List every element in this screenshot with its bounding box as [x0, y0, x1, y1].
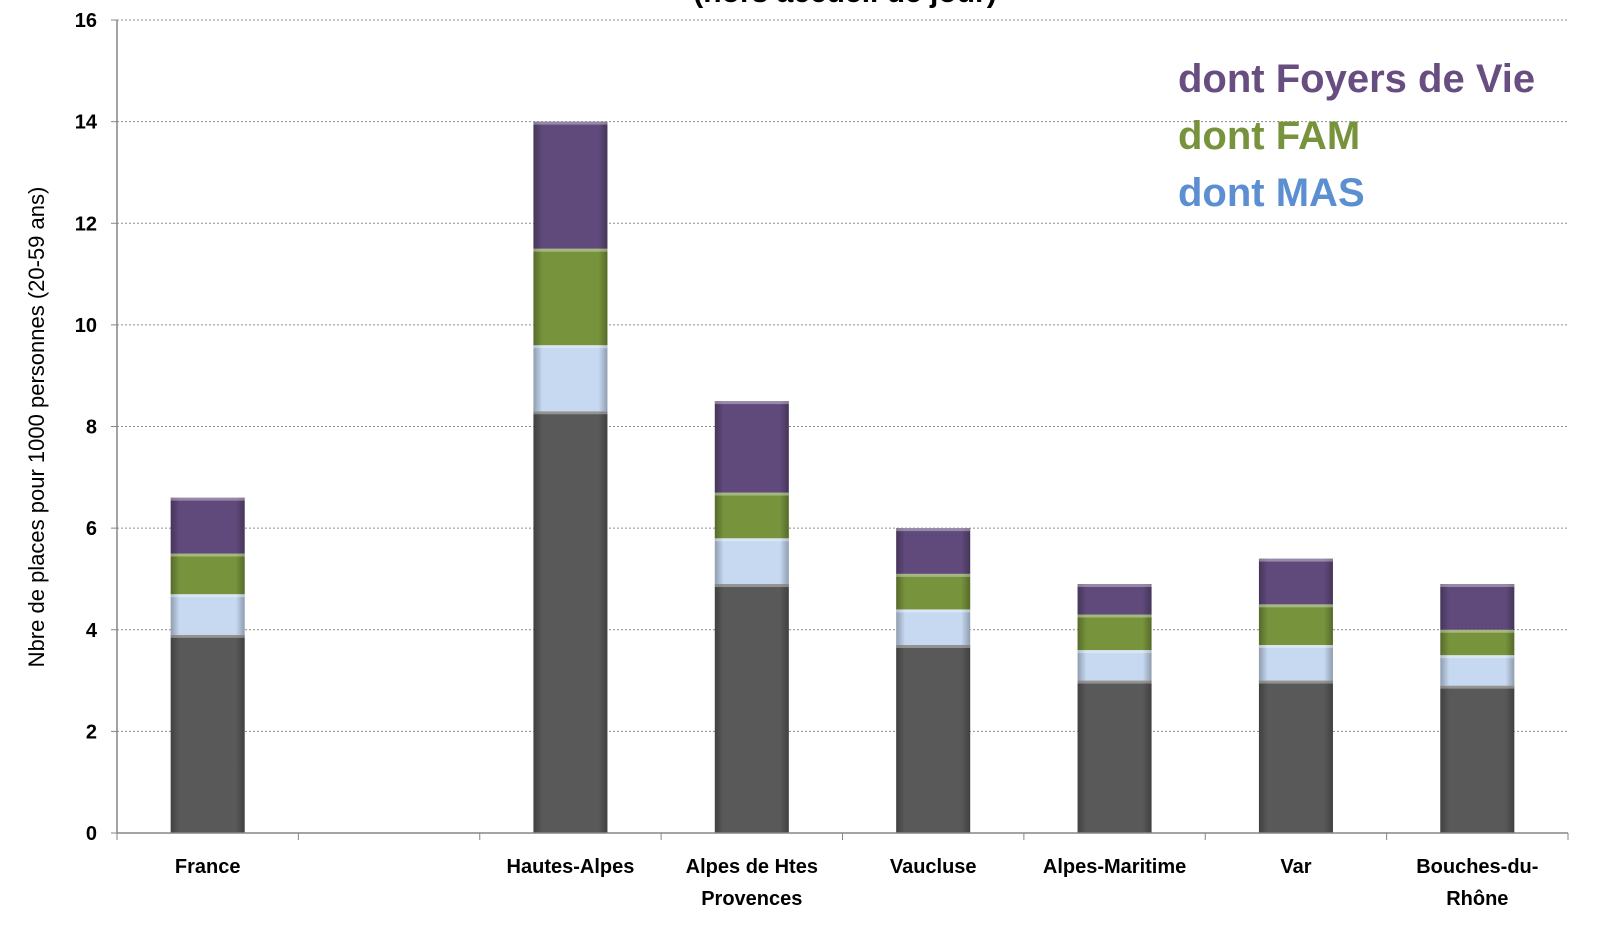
- bar-segment-shade: [714, 492, 789, 539]
- bar-segment-bevel: [1077, 614, 1152, 618]
- bar-segment-bevel: [714, 492, 789, 496]
- bar-segment-bevel: [1077, 584, 1152, 588]
- bar-segment-shade: [896, 528, 971, 574]
- y-tick-label: 6: [86, 518, 97, 540]
- bar-segment-bevel: [533, 411, 608, 415]
- bar-segment-bevel: [170, 497, 245, 501]
- bar-segment-bevel: [533, 121, 608, 125]
- bar-segment-shade: [896, 573, 971, 610]
- bar-segment-bevel: [170, 553, 245, 557]
- legend-entry: dont FAM: [1178, 114, 1360, 158]
- bar-segment-shade: [1440, 584, 1515, 630]
- bar-segment-shade: [533, 121, 608, 249]
- x-axis-labels: France Hautes-Alpes Alpes de Htes Provences…: [175, 856, 1539, 910]
- bar-segment-shade: [1077, 614, 1152, 651]
- bar-segment-shade: [714, 584, 789, 833]
- bar-segment-bevel: [1077, 650, 1152, 654]
- bar-segment-bevel: [533, 248, 608, 252]
- bar-segment-bevel: [1258, 680, 1333, 684]
- bar-segment-shade: [1258, 604, 1333, 645]
- bar-segment-bevel: [714, 401, 789, 405]
- legend-entry: dont MAS: [1178, 171, 1365, 215]
- x-category-label: Hautes-Alpes: [507, 856, 635, 878]
- bar-segment-bevel: [1258, 558, 1333, 562]
- bar-segment-shade: [1077, 584, 1152, 615]
- bar-segment-shade: [1258, 558, 1333, 605]
- legend: dont Foyers de Vie dont FAM dont MAS: [1178, 57, 1535, 215]
- bar-segment-shade: [714, 538, 789, 585]
- x-category-label: France: [175, 856, 241, 878]
- gridlines: [117, 19, 1568, 732]
- bar-segment-bevel: [714, 538, 789, 542]
- bar-segment-shade: [1077, 650, 1152, 681]
- bar-segment-bevel: [1440, 685, 1515, 689]
- x-category-label: Alpes-Maritime: [1043, 856, 1186, 878]
- bar-segment-bevel: [170, 634, 245, 638]
- bar-segment-bevel: [1440, 629, 1515, 633]
- x-category-label: Bouches-du-: [1416, 856, 1538, 878]
- y-tick-label: 4: [86, 620, 98, 642]
- bar-segment-shade: [1440, 685, 1515, 833]
- y-axis-label: Nbre de places pour 1000 personnes (20-5…: [24, 187, 49, 668]
- bar-segment-bevel: [1258, 604, 1333, 608]
- bar-segment-bevel: [170, 594, 245, 598]
- bar-segment-shade: [1440, 655, 1515, 686]
- bar-segment-bevel: [533, 345, 608, 349]
- y-axis-ticks: 0 2 4 6 8 10 12 14 16: [75, 10, 117, 845]
- bar-segment-shade: [1258, 644, 1333, 681]
- x-category-label: Var: [1280, 856, 1311, 878]
- bar-segment-shade: [533, 411, 608, 833]
- bar-segment-bevel: [896, 644, 971, 648]
- y-tick-label: 12: [75, 213, 97, 235]
- bar-segment-bevel: [1440, 584, 1515, 588]
- axes: [116, 20, 1569, 840]
- legend-entry: dont Foyers de Vie: [1178, 57, 1535, 101]
- bar-segment-bevel: [896, 609, 971, 613]
- bar-segment-shade: [533, 248, 608, 346]
- bar-segment-shade: [170, 594, 245, 635]
- y-tick-label: 8: [86, 417, 97, 439]
- y-tick-label: 0: [86, 823, 97, 845]
- bar-segment-shade: [1440, 629, 1515, 656]
- bar-segment-bevel: [1258, 644, 1333, 648]
- bar-segment-shade: [170, 634, 245, 833]
- bar-segment-shade: [896, 609, 971, 645]
- bar-segment-shade: [714, 401, 789, 493]
- y-tick-label: 14: [75, 112, 98, 134]
- y-tick-label: 2: [86, 721, 97, 743]
- bar-segment-bevel: [1077, 680, 1152, 684]
- bar-segment-shade: [533, 345, 608, 412]
- bar-segment-bevel: [1440, 655, 1515, 659]
- y-tick-label: 10: [75, 315, 97, 337]
- bar-segment-shade: [896, 644, 971, 833]
- bar-segment-shade: [170, 553, 245, 595]
- bar-segment-shade: [1077, 680, 1152, 833]
- chart-title: (hors accueil de jour): [693, 0, 996, 9]
- x-category-label: Alpes de Htes: [686, 856, 818, 878]
- bar-segment-bevel: [714, 584, 789, 588]
- bar-segment-shade: [1258, 680, 1333, 833]
- x-category-label: Vaucluse: [890, 856, 977, 878]
- x-category-label: Provences: [701, 888, 802, 910]
- bars-group: [170, 121, 1515, 833]
- x-category-label: Rhône: [1446, 888, 1508, 910]
- y-tick-label: 16: [75, 10, 97, 32]
- bar-segment-bevel: [896, 528, 971, 532]
- bar-segment-bevel: [896, 573, 971, 577]
- bar-segment-shade: [170, 497, 245, 554]
